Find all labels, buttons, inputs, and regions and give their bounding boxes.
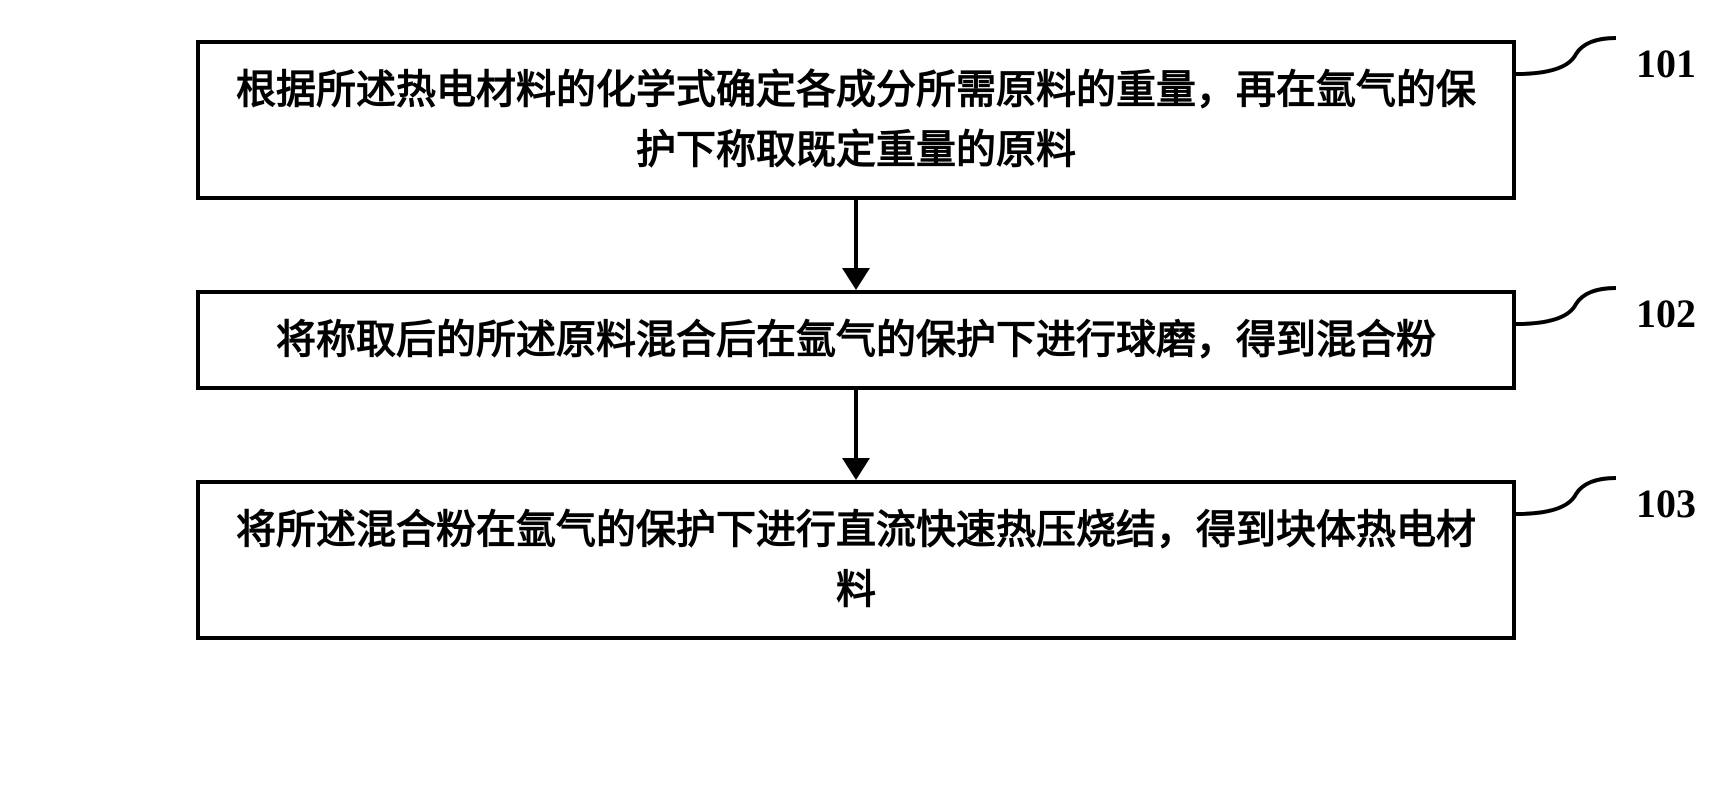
arrow-line bbox=[854, 390, 858, 460]
step-label-1: 101 bbox=[1636, 40, 1696, 87]
flowchart-container: 根据所述热电材料的化学式确定各成分所需原料的重量，再在氩气的保护下称取既定重量的… bbox=[56, 40, 1656, 640]
label-bracket-2 bbox=[1516, 284, 1616, 334]
label-bracket-1 bbox=[1516, 34, 1616, 84]
step-label-3: 103 bbox=[1636, 480, 1696, 527]
step-text: 将称取后的所述原料混合后在氩气的保护下进行球磨，得到混合粉 bbox=[276, 317, 1436, 362]
step-label-2: 102 bbox=[1636, 290, 1696, 337]
arrow-head bbox=[842, 268, 870, 290]
step-box-3: 将所述混合粉在氩气的保护下进行直流快速热压烧结，得到块体热电材料 bbox=[196, 480, 1516, 640]
step-box-1: 根据所述热电材料的化学式确定各成分所需原料的重量，再在氩气的保护下称取既定重量的… bbox=[196, 40, 1516, 200]
flowchart-node-2: 将称取后的所述原料混合后在氩气的保护下进行球磨，得到混合粉 102 bbox=[196, 290, 1516, 390]
flowchart-node-1: 根据所述热电材料的化学式确定各成分所需原料的重量，再在氩气的保护下称取既定重量的… bbox=[196, 40, 1516, 200]
arrow-head bbox=[842, 458, 870, 480]
flowchart-node-3: 将所述混合粉在氩气的保护下进行直流快速热压烧结，得到块体热电材料 103 bbox=[196, 480, 1516, 640]
arrow-line bbox=[854, 200, 858, 270]
step-text: 根据所述热电材料的化学式确定各成分所需原料的重量，再在氩气的保护下称取既定重量的… bbox=[236, 67, 1476, 172]
step-box-2: 将称取后的所述原料混合后在氩气的保护下进行球磨，得到混合粉 bbox=[196, 290, 1516, 390]
label-bracket-3 bbox=[1516, 474, 1616, 524]
step-text: 将所述混合粉在氩气的保护下进行直流快速热压烧结，得到块体热电材料 bbox=[236, 507, 1476, 612]
